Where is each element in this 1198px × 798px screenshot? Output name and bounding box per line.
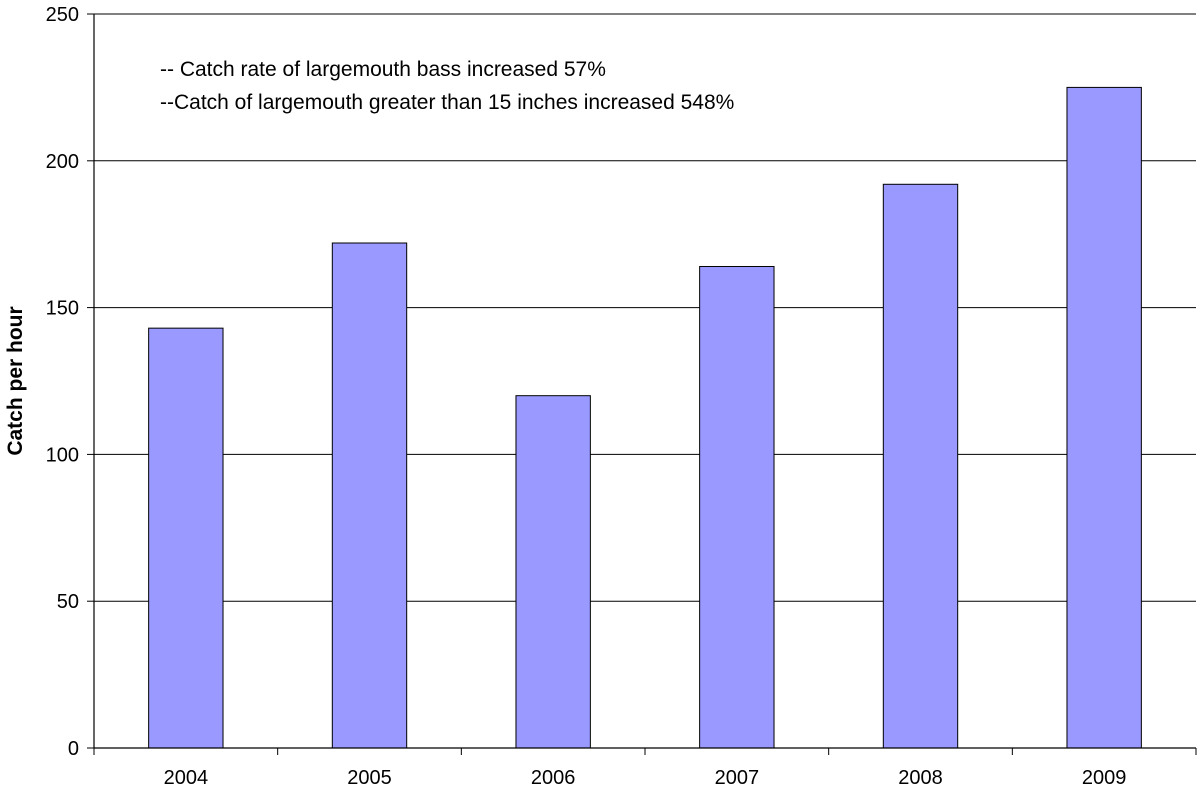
axes — [87, 13, 1197, 755]
y-tick-label: 150 — [46, 298, 79, 320]
x-tick-labels: 2004 2005 2006 2007 2008 2009 — [164, 767, 1127, 789]
y-tick-label: 100 — [46, 444, 79, 466]
x-tick-label-2009: 2009 — [1082, 767, 1127, 789]
gridlines — [94, 13, 1196, 602]
x-tick-label-2005: 2005 — [347, 767, 392, 789]
x-tick-label-2008: 2008 — [898, 767, 943, 789]
x-tick-label-2007: 2007 — [715, 767, 760, 789]
x-tick-label-2004: 2004 — [164, 767, 209, 789]
y-tick-labels: 0 50 100 150 200 250 — [46, 4, 79, 760]
y-tick-label: 0 — [68, 738, 79, 760]
bar-2008 — [882, 183, 959, 749]
bar-2007 — [699, 265, 775, 749]
bar-2009 — [1066, 86, 1142, 749]
y-tick-label: 200 — [46, 151, 79, 173]
bar-2004 — [148, 327, 224, 749]
annotation-line-1: -- Catch rate of largemouth bass increas… — [160, 58, 606, 81]
bar-2006 — [515, 395, 591, 749]
x-tick-label-2006: 2006 — [531, 767, 576, 789]
annotation-line-2: --Catch of largemouth greater than 15 in… — [160, 91, 734, 114]
y-tick-label: 250 — [46, 4, 79, 26]
bar-2005 — [331, 242, 408, 749]
y-axis-label: Catch per hour — [4, 306, 27, 455]
bars — [148, 86, 1142, 749]
y-tick-label: 50 — [57, 591, 79, 613]
